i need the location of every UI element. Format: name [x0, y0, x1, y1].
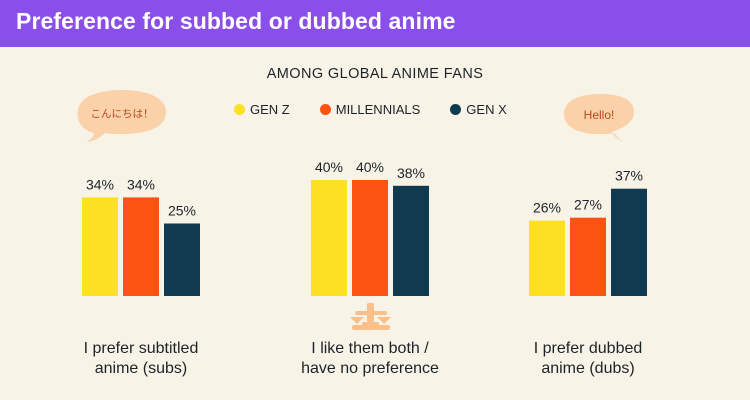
header-bar: Preference for subbed or dubbed anime [0, 0, 750, 47]
data-label-gen-z: 26% [533, 200, 561, 216]
balance-scale-icon [350, 303, 391, 330]
category-label: I prefer dubbed [534, 340, 643, 357]
category-label: anime (dubs) [541, 360, 634, 377]
data-label-gen-x: 25% [168, 203, 196, 219]
chart-title: Preference for subbed or dubbed anime [16, 8, 456, 34]
bar-gen-z [82, 197, 118, 296]
data-label-gen-z: 40% [315, 159, 343, 175]
data-label-millennials: 40% [356, 159, 384, 175]
bar-group-2: 40% 40% 38% I like them both / have no prefe… [301, 159, 439, 377]
bar-gen-x [393, 185, 429, 296]
category-label: I like them both / [311, 340, 429, 357]
bar-millennials [570, 217, 606, 296]
legend-item-millennials: MILLENNIALS [319, 101, 421, 117]
legend-item-gen-x: GEN X [450, 101, 507, 117]
data-label-gen-x: 38% [397, 165, 425, 181]
chart-subtitle: AMONG GLOBAL ANIME FANS [266, 66, 484, 82]
bar-gen-z [529, 220, 565, 296]
legend-item-gen-z: GEN Z [234, 102, 290, 117]
data-label-gen-z: 34% [86, 176, 114, 192]
bar-gen-z [311, 180, 347, 296]
bar-gen-x [164, 223, 200, 296]
legend: GEN Z MILLENNIALS GEN X [234, 100, 507, 118]
legend-label-gen-z: GEN Z [250, 101, 290, 117]
speech-bubble-left: こんにちは！ [77, 90, 166, 142]
legend-label-millennials: MILLENNIALS [335, 101, 421, 117]
category-label: I prefer subtitled [84, 340, 199, 357]
data-label-millennials: 34% [127, 176, 155, 192]
bar-millennials [352, 180, 388, 296]
data-label-millennials: 27% [574, 197, 602, 213]
legend-swatch-gen-x [450, 103, 462, 115]
bar-millennials [123, 197, 159, 296]
legend-swatch-gen-z [234, 103, 245, 115]
bar-gen-x [611, 188, 647, 296]
bubble-text-right: Hello! [584, 108, 615, 122]
speech-bubble-right: Hello! [564, 94, 634, 143]
legend-label-gen-x: GEN X [466, 101, 507, 117]
bar-group-3: 26% 27% 37% I prefer dubbed anime (dubs) [529, 168, 647, 377]
legend-swatch-millennials [319, 103, 331, 115]
category-label: have no preference [301, 360, 439, 377]
data-label-gen-x: 37% [615, 168, 643, 184]
bar-group-1: 34% 34% 25% I prefer subtitled anime (subs) [82, 176, 200, 377]
bubble-text-left: こんにちは！ [91, 108, 154, 120]
category-label: anime (subs) [95, 360, 187, 377]
